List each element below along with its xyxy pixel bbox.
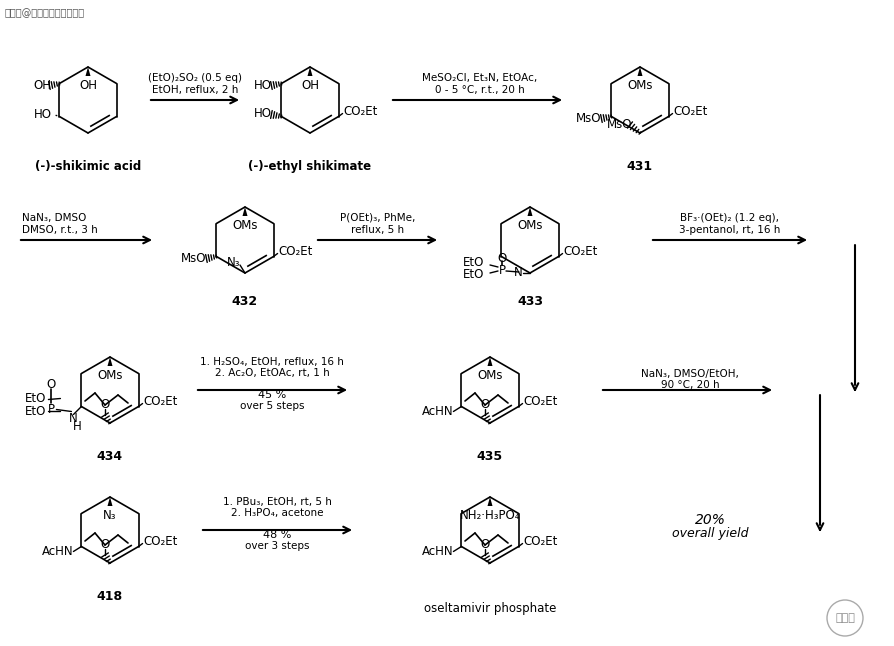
Text: 2. H₃PO₄, acetone: 2. H₃PO₄, acetone xyxy=(231,508,323,518)
Text: HO: HO xyxy=(33,108,51,121)
Text: CO₂Et: CO₂Et xyxy=(563,245,597,258)
Text: CO₂Et: CO₂Et xyxy=(343,105,377,118)
Polygon shape xyxy=(107,497,113,506)
Text: CO₂Et: CO₂Et xyxy=(523,395,557,408)
Text: over 3 steps: over 3 steps xyxy=(244,541,309,551)
Text: AcHN: AcHN xyxy=(421,405,453,418)
Text: OMs: OMs xyxy=(627,79,652,92)
Text: O: O xyxy=(46,378,56,391)
Text: N: N xyxy=(514,267,522,280)
Text: MsO: MsO xyxy=(181,252,207,265)
Text: 431: 431 xyxy=(626,160,653,173)
Polygon shape xyxy=(242,207,248,216)
Polygon shape xyxy=(637,67,642,76)
Text: 1. PBu₃, EtOH, rt, 5 h: 1. PBu₃, EtOH, rt, 5 h xyxy=(223,497,331,507)
Text: 1. H₂SO₄, EtOH, reflux, 16 h: 1. H₂SO₄, EtOH, reflux, 16 h xyxy=(200,357,343,367)
Text: DMSO, r.t., 3 h: DMSO, r.t., 3 h xyxy=(22,225,97,235)
Polygon shape xyxy=(308,67,312,76)
Text: overall yield: overall yield xyxy=(671,528,747,541)
Text: NH₂·H₃PO₄: NH₂·H₃PO₄ xyxy=(460,509,519,522)
Text: oseltamivir phosphate: oseltamivir phosphate xyxy=(424,602,555,615)
Text: OMs: OMs xyxy=(232,219,257,232)
Text: O: O xyxy=(100,399,109,412)
Text: OMs: OMs xyxy=(97,369,122,382)
Text: 3-pentanol, rt, 16 h: 3-pentanol, rt, 16 h xyxy=(679,225,780,235)
Text: (EtO)₂SO₂ (0.5 eq): (EtO)₂SO₂ (0.5 eq) xyxy=(148,73,241,83)
Text: OH: OH xyxy=(33,79,51,92)
Text: N₃: N₃ xyxy=(226,256,240,269)
Text: HO: HO xyxy=(253,79,271,92)
Polygon shape xyxy=(527,207,532,216)
Text: 全合成: 全合成 xyxy=(834,613,854,623)
Text: MsO: MsO xyxy=(606,118,631,132)
Text: O: O xyxy=(480,539,489,552)
Text: EtO: EtO xyxy=(462,269,484,282)
Text: CO₂Et: CO₂Et xyxy=(143,395,178,408)
Text: O: O xyxy=(497,253,506,266)
Text: CO₂Et: CO₂Et xyxy=(278,245,313,258)
Text: 20%: 20% xyxy=(694,513,725,527)
Text: CO₂Et: CO₂Et xyxy=(673,105,707,118)
Text: HO: HO xyxy=(253,107,271,120)
Text: 434: 434 xyxy=(97,450,122,463)
Text: 418: 418 xyxy=(97,590,122,603)
Polygon shape xyxy=(107,357,113,366)
Text: MsO: MsO xyxy=(575,112,601,125)
Text: EtO: EtO xyxy=(25,392,46,405)
Text: EtO: EtO xyxy=(25,405,46,418)
Text: BF₃·(OEt)₂ (1.2 eq),: BF₃·(OEt)₂ (1.2 eq), xyxy=(679,213,779,223)
Text: over 5 steps: over 5 steps xyxy=(240,401,304,411)
Text: NaN₃, DMSO/EtOH,: NaN₃, DMSO/EtOH, xyxy=(640,369,738,379)
Text: H: H xyxy=(73,421,81,433)
Text: AcHN: AcHN xyxy=(421,545,453,558)
Text: MeSO₂Cl, Et₃N, EtOAc,: MeSO₂Cl, Et₃N, EtOAc, xyxy=(422,73,537,83)
Text: CO₂Et: CO₂Et xyxy=(143,535,178,548)
Text: AcHN: AcHN xyxy=(42,545,73,558)
Text: OMs: OMs xyxy=(477,369,502,382)
Text: 90 °C, 20 h: 90 °C, 20 h xyxy=(660,380,719,390)
Text: 432: 432 xyxy=(232,295,257,308)
Text: O: O xyxy=(480,399,489,412)
Text: CO₂Et: CO₂Et xyxy=(523,535,557,548)
Text: 搜狐号@植物提取物上禾生物: 搜狐号@植物提取物上禾生物 xyxy=(5,8,85,18)
Text: EtO: EtO xyxy=(462,256,484,269)
Text: (-)-shikimic acid: (-)-shikimic acid xyxy=(35,160,141,173)
Text: OH: OH xyxy=(79,79,97,92)
Text: N₃: N₃ xyxy=(103,509,116,522)
Text: (-)-ethyl shikimate: (-)-ethyl shikimate xyxy=(249,160,371,173)
Text: N: N xyxy=(69,412,78,424)
Text: P(OEt)₃, PhMe,: P(OEt)₃, PhMe, xyxy=(340,213,415,223)
Text: 45 %: 45 % xyxy=(257,390,286,400)
Text: EtOH, reflux, 2 h: EtOH, reflux, 2 h xyxy=(152,85,238,95)
Text: P: P xyxy=(48,403,55,416)
Text: NaN₃, DMSO: NaN₃, DMSO xyxy=(22,213,87,223)
Polygon shape xyxy=(487,357,492,366)
Text: O: O xyxy=(100,539,109,552)
Text: 0 - 5 °C, r.t., 20 h: 0 - 5 °C, r.t., 20 h xyxy=(434,85,524,95)
Text: 433: 433 xyxy=(517,295,543,308)
Polygon shape xyxy=(487,497,492,506)
Text: OH: OH xyxy=(300,79,318,92)
Text: OMs: OMs xyxy=(517,219,542,232)
Text: 435: 435 xyxy=(477,450,502,463)
Text: P: P xyxy=(498,264,505,278)
Polygon shape xyxy=(86,67,90,76)
Text: 48 %: 48 % xyxy=(263,530,291,540)
Text: reflux, 5 h: reflux, 5 h xyxy=(351,225,404,235)
Text: 2. Ac₂O, EtOAc, rt, 1 h: 2. Ac₂O, EtOAc, rt, 1 h xyxy=(215,368,329,378)
